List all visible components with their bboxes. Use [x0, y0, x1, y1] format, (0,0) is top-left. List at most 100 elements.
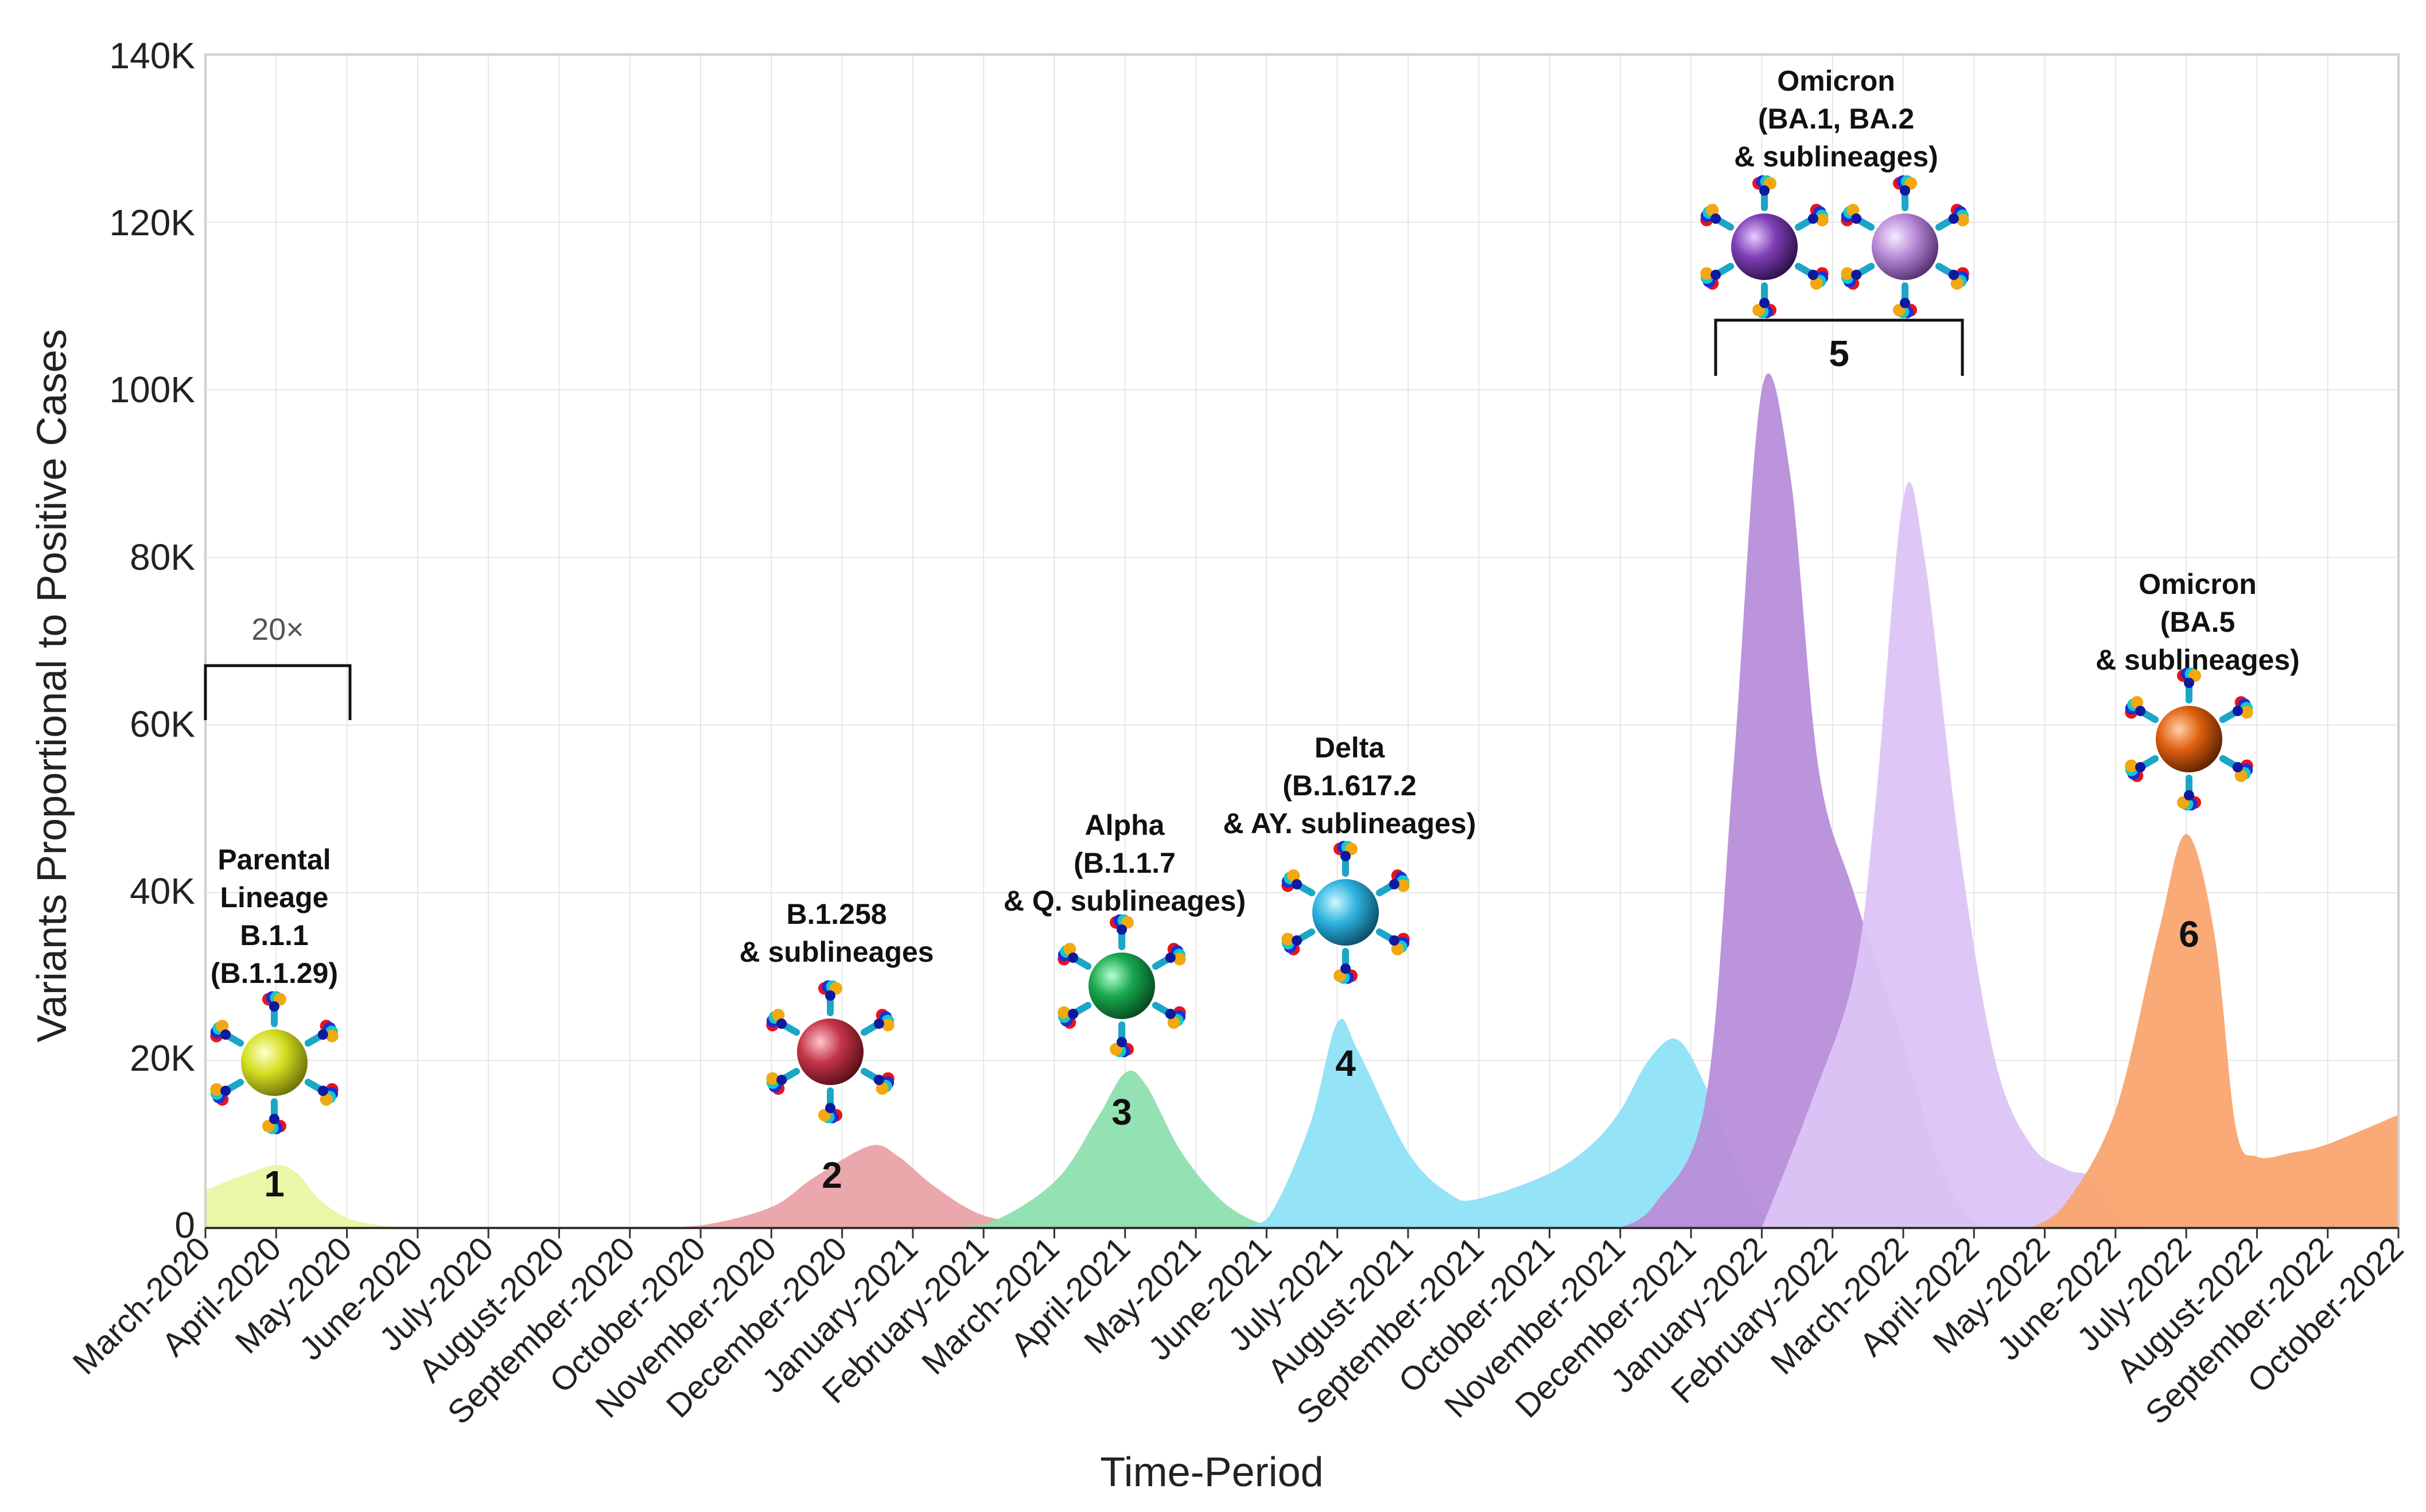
y-tick-label: 140K: [110, 35, 195, 76]
spike-core: [1851, 270, 1862, 280]
spike-core: [2184, 678, 2194, 688]
annotation-label-line: & AY. sublineages): [1223, 807, 1476, 839]
peak-number: 5: [1829, 333, 1849, 374]
spike-head: [2240, 706, 2253, 719]
peak-number: 6: [2179, 914, 2199, 955]
spike-head: [325, 1029, 339, 1043]
spike-core: [1900, 185, 1910, 196]
spike-head: [766, 1072, 779, 1085]
spike-core: [1759, 185, 1770, 196]
virus-body: [1872, 213, 1938, 280]
spike-head: [1810, 277, 1823, 290]
spike-head: [1391, 942, 1404, 955]
virus-body: [241, 1029, 308, 1096]
spike-core: [1068, 953, 1079, 963]
spike-core: [1807, 213, 1818, 224]
spike-core: [1389, 935, 1399, 946]
x-axis-ticks: March-2020April-2020May-2020June-2020Jul…: [65, 1230, 2411, 1431]
virus-body: [1312, 879, 1379, 946]
spike-head: [216, 1020, 229, 1033]
spike-core: [1807, 270, 1818, 280]
annotation-label-line: & sublineages): [1734, 141, 1938, 173]
spike-core: [2232, 706, 2243, 716]
area-series-0: [205, 1165, 418, 1228]
peak-number: 3: [1111, 1091, 1132, 1133]
annotation-label-line: & sublineages: [740, 936, 934, 968]
spike-core: [825, 1103, 835, 1113]
virus-icon-omicron-ba1: [1700, 175, 1829, 318]
annotation-label-line: (B.1.1.7: [1074, 847, 1176, 879]
peak-number: 4: [1335, 1043, 1356, 1084]
spike-core: [1710, 270, 1721, 280]
annotation-label-line: Delta: [1315, 732, 1385, 764]
annotation-delta: Delta (B.1.617.2 & AY. sublineages) 4: [1223, 732, 1476, 1084]
spike-head: [1815, 213, 1829, 227]
area-series-5: [1762, 481, 2151, 1228]
spike-core: [220, 1029, 231, 1040]
spike-core: [1759, 298, 1770, 308]
spike-head: [1950, 277, 1964, 290]
area-series-6: [2030, 834, 2398, 1228]
y-axis-ticks: 0 20K 40K 60K 80K 100K 120K 140K: [110, 35, 195, 1246]
spike-core: [1851, 213, 1862, 224]
area-series-2: [912, 1070, 1302, 1228]
area-series-4: [1620, 373, 2009, 1229]
annotation-label-line: Omicron: [1777, 65, 1895, 97]
gridlines: [205, 54, 2399, 1229]
spike-head: [210, 1083, 223, 1096]
annotation-parental: Parental Lineage B.1.1 (B.1.1.29) 1: [210, 844, 339, 1204]
spike-head: [1841, 267, 1854, 280]
spike-head: [876, 1082, 889, 1095]
spike-core: [269, 1114, 279, 1124]
annotation-label-line: B.1.1: [240, 919, 309, 951]
annotation-alpha: Alpha (B.1.1.7 & Q. sublineages) 3: [1004, 809, 1246, 1133]
spike-core: [1292, 935, 1303, 946]
plot-frame: [204, 53, 2400, 1238]
y-tick-label: 20K: [130, 1037, 195, 1079]
annotation-b1258: B.1.258 & sublineages 2: [740, 898, 934, 1196]
y-axis-title: Variants Proportional to Positive Cases: [29, 329, 75, 1042]
spike-core: [317, 1029, 328, 1040]
annotation-omicron-ba5: Omicron (BA.5 & sublineages) 6: [2095, 568, 2300, 955]
virus-icon-alpha: [1058, 914, 1186, 1058]
spike-head: [1846, 204, 1860, 217]
annotation-label-line: Alpha: [1085, 809, 1165, 841]
y-tick-label: 100K: [110, 369, 195, 410]
annotation-omicron-ba1-ba2: Omicron (BA.1, BA.2 & sublineages) 5: [1700, 65, 1969, 376]
zoom-bracket: 20×: [204, 612, 352, 720]
virus-body: [797, 1019, 864, 1085]
spike-head: [1058, 1006, 1071, 1019]
annotation-label-line: Omicron: [2139, 568, 2257, 600]
virus-icon-omicron-ba5: [2125, 667, 2253, 811]
spike-core: [873, 1019, 884, 1029]
spike-core: [1068, 1009, 1079, 1019]
spike-core: [1948, 270, 1959, 280]
annotation-label-line: (B.1.617.2: [1282, 769, 1416, 802]
annotation-label-line: Parental: [217, 844, 331, 876]
spike-core: [1292, 879, 1303, 889]
spike-core: [220, 1086, 231, 1096]
annotation-label-line: & Q. sublineages): [1004, 885, 1246, 917]
spike-head: [1700, 267, 1713, 280]
spike-core: [825, 990, 835, 1001]
spike-head: [881, 1019, 895, 1032]
virus-body: [1088, 953, 1155, 1019]
spike-core: [1710, 213, 1721, 224]
spike-head: [1956, 213, 1969, 227]
spike-core: [2135, 706, 2146, 716]
virus-icon-omicron-ba2: [1841, 175, 1969, 318]
y-tick-label: 0: [174, 1204, 195, 1246]
virus-icon-delta: [1281, 841, 1410, 984]
spike-head: [320, 1093, 333, 1106]
spike-head: [1063, 943, 1076, 956]
spike-core: [317, 1086, 328, 1096]
spike-core: [1340, 963, 1351, 974]
spike-core: [1340, 851, 1351, 861]
spike-head: [2234, 769, 2248, 782]
spike-core: [873, 1075, 884, 1085]
spike-core: [1948, 213, 1959, 224]
spike-head: [1167, 1016, 1180, 1029]
spike-head: [2130, 696, 2144, 709]
virus-body: [2156, 706, 2222, 772]
spike-core: [1165, 953, 1176, 963]
